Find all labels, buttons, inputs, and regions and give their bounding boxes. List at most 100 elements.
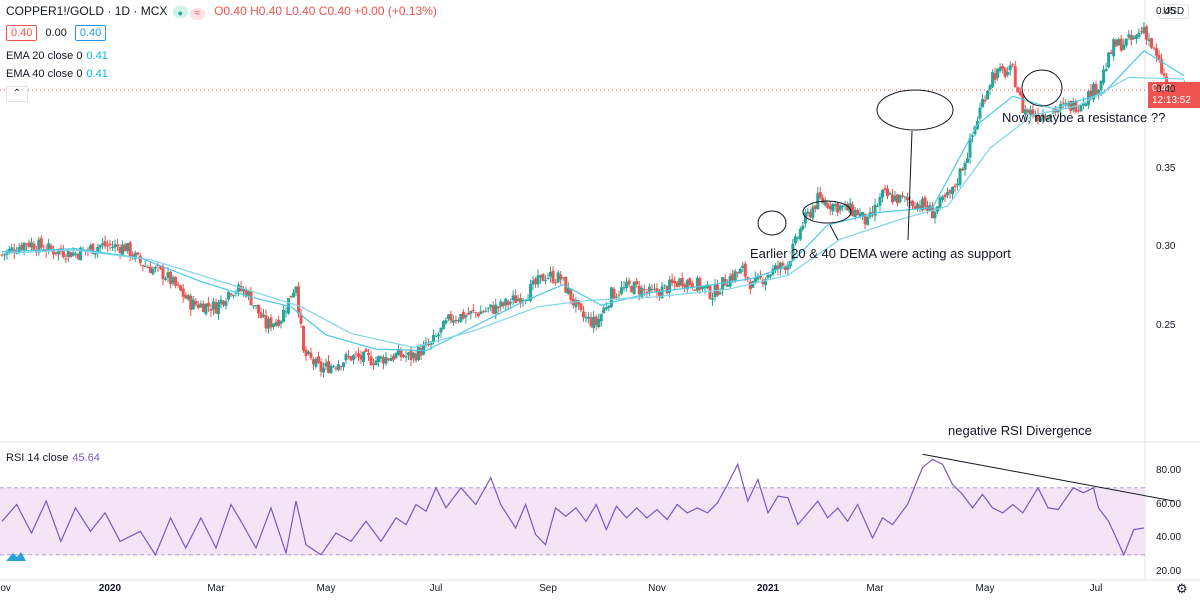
candle-body <box>1036 113 1040 121</box>
candle-body <box>32 243 36 250</box>
candle-body <box>963 162 967 170</box>
candle-body <box>683 284 687 288</box>
annotation-divergence[interactable]: negative RSI Divergence <box>948 423 1092 438</box>
candle-body <box>529 283 533 301</box>
candle-body <box>903 196 907 198</box>
candle-body <box>1099 80 1103 91</box>
candle-body <box>941 196 944 200</box>
candle-body <box>642 289 646 291</box>
collapse-legend-button[interactable]: ⌃ <box>6 86 28 102</box>
candle-body <box>446 314 450 319</box>
candle-body <box>1132 36 1136 39</box>
candle-body <box>449 314 453 321</box>
candle-body <box>519 298 523 304</box>
candle-body <box>693 289 697 291</box>
candle-body <box>943 194 947 198</box>
candle-body <box>609 287 613 307</box>
candle-body <box>387 358 390 361</box>
candle-body <box>711 298 714 300</box>
candle-body <box>217 301 220 315</box>
candle-body <box>206 302 210 307</box>
symbol-title[interactable]: COPPER1!/GOLD · 1D · MCX <box>6 4 168 18</box>
sell-price-button[interactable]: 0.40 <box>6 25 38 41</box>
candle-body <box>741 265 745 268</box>
candle-body <box>1031 109 1035 116</box>
currency-button[interactable]: USD <box>1158 4 1190 19</box>
candle-body <box>397 348 400 356</box>
candle-body <box>688 278 692 285</box>
ema40-legend[interactable]: EMA 40 close 0 0.41 <box>6 68 108 80</box>
tradingview-logo-icon[interactable] <box>6 550 26 562</box>
candle-body <box>244 289 248 297</box>
candle-body <box>796 237 800 239</box>
candle-body <box>848 203 852 213</box>
candle-body <box>299 314 303 324</box>
user-drawings[interactable] <box>757 69 1175 502</box>
candle-body <box>579 303 583 311</box>
candle-body <box>1114 39 1118 47</box>
candle-body <box>108 243 112 246</box>
candle-body <box>247 291 250 296</box>
candle-body <box>751 281 755 288</box>
candle-body <box>705 284 709 288</box>
candle-body <box>259 312 263 318</box>
candle-body <box>489 304 493 308</box>
settings-gear-icon[interactable]: ⚙ <box>1176 581 1188 596</box>
rsi-line <box>1 458 1144 557</box>
candle-body <box>1124 38 1128 46</box>
candle-body <box>546 277 550 279</box>
candle-body <box>768 274 772 277</box>
candle-body <box>347 355 350 357</box>
candle-body <box>61 250 65 258</box>
candle-body <box>808 212 812 218</box>
candle-body <box>0 254 4 256</box>
candle-body <box>1076 110 1080 112</box>
candle-body <box>379 356 383 359</box>
candle-body <box>297 286 300 314</box>
rsi-legend[interactable]: RSI 14 close 45.64 <box>6 452 100 464</box>
candle-body <box>501 302 505 306</box>
candle-body <box>1016 87 1020 93</box>
ema20-legend[interactable]: EMA 20 close 0 0.41 <box>6 50 108 62</box>
candle-body <box>141 265 145 267</box>
candle-body <box>491 305 495 314</box>
candle-body <box>786 264 790 270</box>
annotation-resistance[interactable]: Now, maybe a resistance ?? <box>1002 110 1166 125</box>
candle-body <box>599 314 603 322</box>
candle-body <box>536 275 540 285</box>
ema20-value: 0.41 <box>86 50 108 62</box>
candle-body <box>660 286 664 299</box>
candle-body <box>561 277 565 279</box>
candle-body <box>342 362 345 368</box>
candle-body <box>224 301 228 307</box>
candle-body <box>98 245 102 248</box>
candle-body <box>128 242 132 257</box>
candle-body <box>813 205 817 209</box>
candle-body <box>1134 35 1138 40</box>
price-tick-label: 0.40 <box>1156 84 1176 95</box>
candle-body <box>106 245 110 247</box>
candle-body <box>971 135 974 137</box>
candle-body <box>753 277 757 282</box>
candle-body <box>402 355 405 358</box>
candle-body <box>938 197 942 208</box>
candle-body <box>499 301 503 307</box>
candle-body <box>496 306 500 309</box>
candle-body <box>242 289 245 292</box>
candle-body <box>933 211 937 219</box>
candle-body <box>324 362 328 367</box>
candle-body <box>861 211 865 216</box>
candle-body <box>695 277 699 291</box>
candle-body <box>307 351 310 355</box>
candle-body <box>1049 114 1053 118</box>
candle-body <box>364 349 368 353</box>
candle-body <box>871 211 875 215</box>
candle-body <box>888 193 892 195</box>
annotation-support[interactable]: Earlier 20 & 40 DEMA were acting as supp… <box>750 246 1011 261</box>
candle-body <box>1064 103 1068 105</box>
candle-body <box>566 288 570 294</box>
candle-body <box>801 225 805 230</box>
candle-body <box>584 316 588 319</box>
buy-price-button[interactable]: 0.40 <box>74 25 107 41</box>
